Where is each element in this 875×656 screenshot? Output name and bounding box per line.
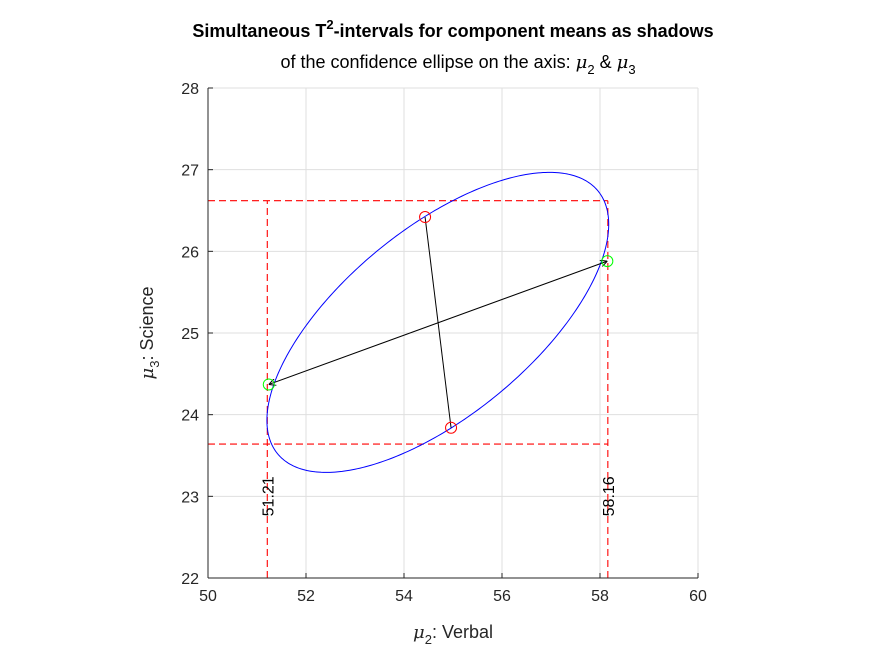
y-tick-label: 27 — [181, 163, 199, 180]
x-axis-label: μ2: Verbal — [413, 622, 493, 647]
x-tick-label: 52 — [297, 588, 315, 605]
x-tick-label: 58 — [591, 588, 609, 605]
major-axis-endpoint-marker — [601, 255, 614, 268]
minor-axis-endpoint-marker — [445, 421, 458, 434]
major-axis-endpoint-marker — [262, 378, 275, 391]
interval-labels: 51.21 58.16 — [260, 476, 618, 516]
axis-ticks: 50 52 54 56 58 60 22 23 24 25 26 27 28 — [181, 81, 707, 605]
minor-axis-line — [424, 216, 452, 428]
y-tick-label: 22 — [181, 571, 199, 588]
x-tick-label: 60 — [689, 588, 707, 605]
y-tick-label: 24 — [181, 408, 199, 425]
minor-axis-endpoint-marker — [419, 211, 432, 224]
y-tick-label: 26 — [181, 244, 199, 261]
x-tick-label: 54 — [395, 588, 413, 605]
y-tick-label: 28 — [181, 81, 199, 98]
axis-markers — [262, 211, 614, 434]
y-axis-label: μ3: Science — [137, 287, 162, 380]
title-superscript: 2 — [326, 17, 333, 32]
ellipse-axes — [269, 216, 608, 428]
y-tick-label: 25 — [181, 326, 199, 343]
chart-title: Simultaneous T2-intervals for component … — [192, 17, 713, 41]
x-tick-label: 56 — [493, 588, 511, 605]
interval-label: 51.21 — [260, 476, 277, 516]
x-tick-label: 50 — [199, 588, 217, 605]
chart-subtitle: of the confidence ellipse on the axis: μ… — [280, 52, 635, 77]
interval-label: 58.16 — [601, 476, 618, 516]
y-tick-label: 23 — [181, 489, 199, 506]
